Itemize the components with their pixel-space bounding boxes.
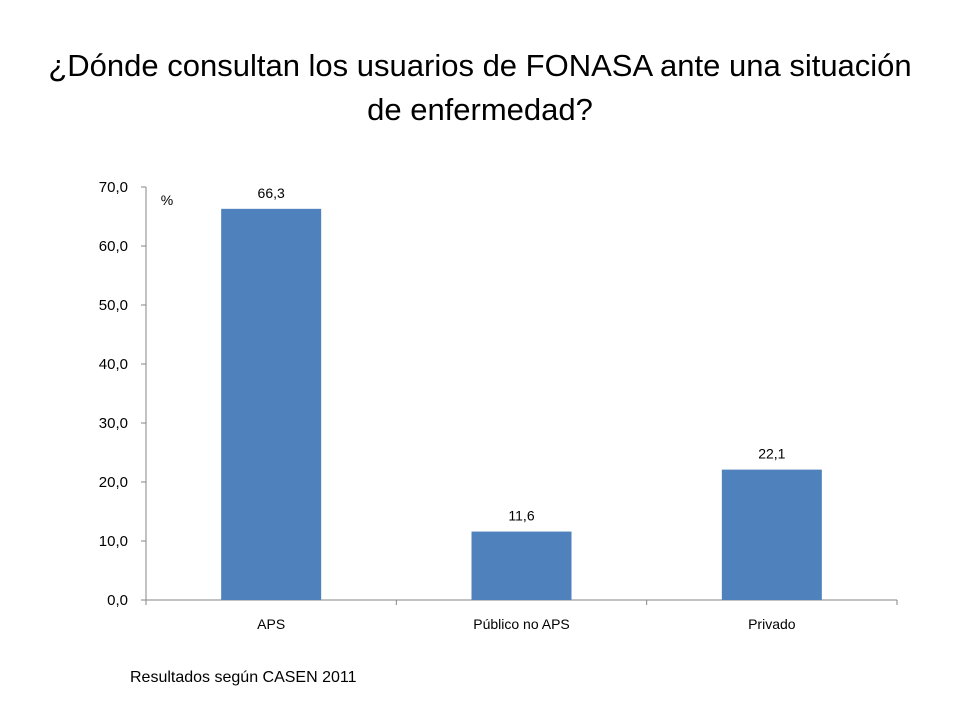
y-tick-label: 20,0 bbox=[99, 474, 128, 491]
y-tick-label: 0,0 bbox=[107, 592, 128, 609]
category-label: APS bbox=[257, 616, 285, 632]
y-tick-label: 40,0 bbox=[99, 356, 128, 373]
bar bbox=[471, 531, 572, 600]
y-tick-label: 10,0 bbox=[99, 533, 128, 550]
y-tick-label: 30,0 bbox=[99, 415, 128, 432]
unit-label: % bbox=[161, 192, 173, 208]
category-label: Privado bbox=[748, 616, 796, 632]
data-label: 66,3 bbox=[258, 185, 285, 201]
source-note: Resultados según CASEN 2011 bbox=[130, 669, 357, 686]
y-tick-label: 50,0 bbox=[99, 297, 128, 314]
bar bbox=[721, 469, 822, 600]
y-tick-label: 60,0 bbox=[99, 238, 128, 255]
data-label: 11,6 bbox=[508, 508, 534, 524]
y-tick-label: 70,0 bbox=[99, 179, 128, 196]
category-label: Público no APS bbox=[473, 616, 570, 632]
data-label: 22,1 bbox=[758, 446, 785, 462]
chart-title: ¿Dónde consultan los usuarios de FONASA … bbox=[48, 48, 912, 127]
bar bbox=[221, 208, 322, 600]
